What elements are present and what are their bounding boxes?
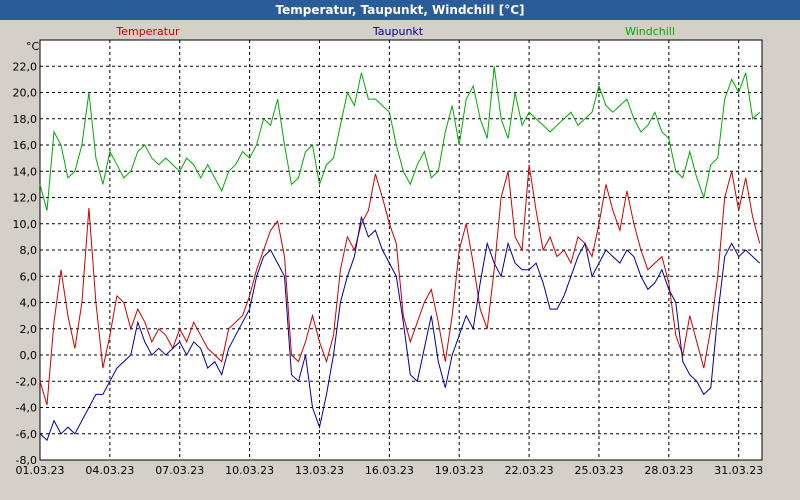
x-tick-label: 13.03.23 bbox=[295, 464, 344, 477]
y-tick-label: -4,0 bbox=[16, 402, 37, 415]
chart-title: Temperatur, Taupunkt, Windchill [°C] bbox=[0, 0, 800, 20]
x-tick-label: 19.03.23 bbox=[435, 464, 484, 477]
x-tick-label: 28.03.23 bbox=[644, 464, 693, 477]
y-tick-label: 2,0 bbox=[20, 323, 38, 336]
y-tick-label: 16,0 bbox=[13, 139, 38, 152]
series-line-windchill bbox=[39, 66, 761, 211]
y-tick-label: 0,0 bbox=[20, 349, 38, 362]
y-tick-label: 22,0 bbox=[13, 60, 38, 73]
y-tick-label: 18,0 bbox=[13, 113, 38, 126]
x-tick-label: 16.03.23 bbox=[365, 464, 414, 477]
legend-windchill: Windchill bbox=[625, 25, 675, 38]
series-line-taupunkt bbox=[39, 215, 761, 442]
y-tick-label: 12,0 bbox=[13, 192, 38, 205]
y-tick-label: 6,0 bbox=[20, 270, 38, 283]
y-tick-label: 4,0 bbox=[20, 297, 38, 310]
chart-svg: -8,0 -6,0 -4,0 -2,0 0,0 2,0 4,0 6,0 8,0 10,0 12,0 1… bbox=[13, 25, 764, 477]
y-tick-label: -6,0 bbox=[16, 428, 37, 441]
y-axis-unit: °C bbox=[26, 40, 40, 53]
x-tick-label: 22.03.23 bbox=[505, 464, 554, 477]
y-tick-label: 10,0 bbox=[13, 218, 38, 231]
x-tick-label: 31.03.23 bbox=[714, 464, 763, 477]
x-tick-label: 25.03.23 bbox=[574, 464, 623, 477]
y-tick-label: 20,0 bbox=[13, 87, 38, 100]
y-tick-label: -2,0 bbox=[16, 375, 37, 388]
legend-taupunkt: Taupunkt bbox=[372, 25, 424, 38]
legend-temperatur: Temperatur bbox=[115, 25, 180, 38]
x-tick-label: 04.03.23 bbox=[85, 464, 134, 477]
y-tick-label: 14,0 bbox=[13, 165, 38, 178]
series-line-temperatur bbox=[39, 164, 761, 406]
x-tick-label: 01.03.23 bbox=[16, 464, 65, 477]
y-tick-label: 8,0 bbox=[20, 244, 38, 257]
x-tick-label: 07.03.23 bbox=[155, 464, 204, 477]
y-tick-label: -8,0 bbox=[16, 454, 37, 467]
x-tick-label: 10.03.23 bbox=[225, 464, 274, 477]
